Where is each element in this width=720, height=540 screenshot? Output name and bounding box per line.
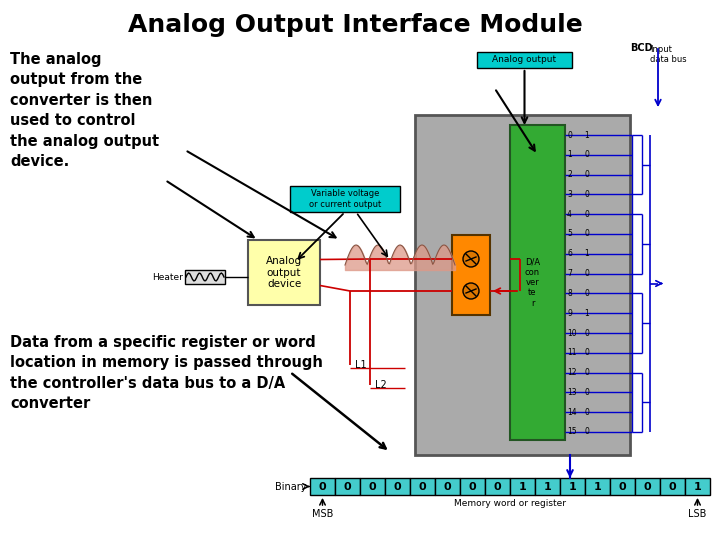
- Bar: [510, 125, 565, 440]
- Text: 14: 14: [567, 408, 577, 417]
- Bar: [485, 478, 510, 495]
- Text: Analog
output
device: Analog output device: [266, 256, 302, 289]
- Text: 0: 0: [669, 482, 676, 491]
- Text: 0: 0: [585, 289, 590, 298]
- Text: 7: 7: [567, 269, 572, 278]
- Text: BCD: BCD: [630, 43, 652, 53]
- Bar: [290, 186, 400, 212]
- Text: 0: 0: [585, 210, 590, 219]
- Text: 0: 0: [567, 131, 572, 139]
- Text: 1: 1: [569, 482, 577, 491]
- Bar: [310, 478, 335, 495]
- Text: 1: 1: [585, 309, 590, 318]
- Text: 0: 0: [319, 482, 326, 491]
- Text: Memory word or register: Memory word or register: [454, 499, 566, 508]
- Bar: [460, 478, 485, 495]
- Bar: [452, 235, 490, 315]
- Text: 1: 1: [518, 482, 526, 491]
- Text: 0: 0: [585, 269, 590, 278]
- Bar: [385, 478, 410, 495]
- Text: 2: 2: [567, 170, 572, 179]
- Text: 0: 0: [585, 348, 590, 357]
- Text: 0: 0: [494, 482, 501, 491]
- Text: 1: 1: [585, 249, 590, 258]
- Text: 8: 8: [567, 289, 572, 298]
- Text: Variable voltage
or current output: Variable voltage or current output: [309, 190, 381, 208]
- Text: 10: 10: [567, 328, 577, 338]
- Bar: [685, 478, 710, 495]
- Text: LSB: LSB: [688, 509, 707, 519]
- Bar: [610, 478, 635, 495]
- Bar: [510, 478, 535, 495]
- Text: 0: 0: [585, 150, 590, 159]
- Text: Input
data bus: Input data bus: [650, 45, 687, 64]
- Bar: [185, 270, 225, 284]
- Bar: [635, 478, 660, 495]
- Text: 0: 0: [618, 482, 626, 491]
- Text: 6: 6: [567, 249, 572, 258]
- Text: 0: 0: [469, 482, 477, 491]
- Text: Analog Output Interface Module: Analog Output Interface Module: [127, 13, 582, 37]
- Text: The analog
output from the
converter is then
used to control
the analog output
d: The analog output from the converter is …: [10, 52, 159, 169]
- Bar: [560, 478, 585, 495]
- Bar: [335, 478, 360, 495]
- Text: 13: 13: [567, 388, 577, 397]
- Text: 15: 15: [567, 428, 577, 436]
- Text: 0: 0: [585, 328, 590, 338]
- Text: 0: 0: [585, 368, 590, 377]
- Text: 1: 1: [567, 150, 572, 159]
- Circle shape: [463, 251, 479, 267]
- Text: 3: 3: [567, 190, 572, 199]
- Text: 4: 4: [567, 210, 572, 219]
- Text: Data from a specific register or word
location in memory is passed through
the c: Data from a specific register or word lo…: [10, 335, 323, 411]
- Text: 1: 1: [693, 482, 701, 491]
- Text: 1: 1: [544, 482, 552, 491]
- Bar: [248, 240, 320, 305]
- Text: 9: 9: [567, 309, 572, 318]
- Bar: [535, 478, 560, 495]
- Text: L1: L1: [355, 360, 366, 370]
- Text: L2: L2: [375, 380, 387, 390]
- Text: Binary: Binary: [274, 482, 306, 491]
- Text: 5: 5: [567, 230, 572, 239]
- Bar: [410, 478, 435, 495]
- Bar: [360, 478, 385, 495]
- Text: 12: 12: [567, 368, 577, 377]
- Circle shape: [463, 283, 479, 299]
- Text: 0: 0: [585, 428, 590, 436]
- Bar: [585, 478, 610, 495]
- Text: 11: 11: [567, 348, 577, 357]
- Text: 0: 0: [585, 170, 590, 179]
- Text: 1: 1: [593, 482, 601, 491]
- Bar: [660, 478, 685, 495]
- Text: 0: 0: [585, 230, 590, 239]
- Text: 0: 0: [394, 482, 401, 491]
- Text: 0: 0: [444, 482, 451, 491]
- Text: 1: 1: [585, 131, 590, 139]
- Text: Analog output: Analog output: [492, 56, 557, 64]
- Text: 0: 0: [343, 482, 351, 491]
- Text: Heater: Heater: [152, 273, 183, 281]
- Text: 0: 0: [585, 408, 590, 417]
- Text: 0: 0: [585, 190, 590, 199]
- Text: MSB: MSB: [312, 509, 333, 519]
- Bar: [477, 52, 572, 68]
- Text: 0: 0: [644, 482, 652, 491]
- Bar: [415, 115, 630, 455]
- Text: 0: 0: [585, 388, 590, 397]
- Text: D/A
con
ver
te
r: D/A con ver te r: [525, 257, 540, 308]
- Bar: [435, 478, 460, 495]
- Text: 0: 0: [369, 482, 377, 491]
- Text: 0: 0: [419, 482, 426, 491]
